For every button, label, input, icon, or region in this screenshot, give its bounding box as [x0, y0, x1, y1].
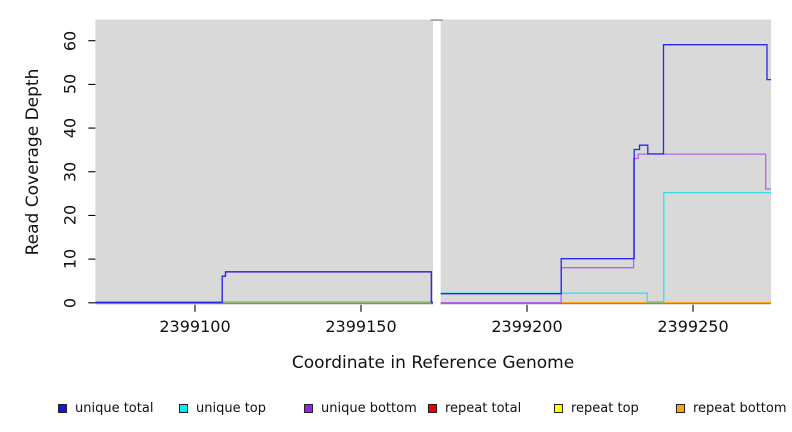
- y-tick-label: 50: [60, 74, 80, 95]
- plot-panel-left: [95, 19, 434, 305]
- legend-swatch-icon: [179, 403, 188, 413]
- x-tick-label: 2399100: [159, 317, 231, 336]
- legend-swatch-icon: [304, 403, 313, 413]
- legend-item-repeat-total: repeat total: [428, 399, 521, 417]
- x-tick-label: 2399200: [491, 317, 563, 336]
- plot-panel-right: [440, 19, 772, 305]
- series-line-unique-total: [95, 271, 433, 304]
- legend-item-repeat-bottom: repeat bottom: [676, 399, 787, 417]
- series-line-unique-total: [440, 44, 771, 295]
- legend-swatch-icon: [58, 403, 67, 413]
- legend-label: unique top: [196, 400, 267, 416]
- legend-item-repeat-top: repeat top: [554, 399, 639, 417]
- legend-item-unique-bottom: unique bottom: [304, 399, 417, 417]
- y-tick-label: 0: [60, 297, 80, 308]
- legend-item-unique-total: unique total: [58, 399, 153, 417]
- legend-label: repeat bottom: [693, 400, 787, 416]
- x-tick-label: 2399150: [325, 317, 397, 336]
- legend-item-unique-top: unique top: [179, 399, 266, 417]
- y-tick-label: 40: [60, 117, 80, 139]
- legend-swatch-icon: [428, 403, 437, 413]
- legend-label: repeat top: [571, 400, 639, 416]
- legend-swatch-icon: [676, 403, 685, 413]
- legend-label: unique bottom: [321, 400, 417, 416]
- legend-label: repeat total: [445, 400, 522, 416]
- x-axis-label: Coordinate in Reference Genome: [291, 353, 575, 373]
- legend-label: unique total: [75, 400, 154, 416]
- series-line-unique-top: [440, 191, 771, 303]
- legend-swatch-icon: [554, 403, 563, 413]
- panel-gap-cap: [430, 19, 443, 21]
- y-tick-label: 20: [60, 205, 80, 226]
- y-axis-label: Read Coverage Depth: [23, 68, 43, 256]
- y-tick-label: 10: [60, 248, 80, 270]
- x-tick-label: 2399250: [657, 317, 729, 336]
- y-tick-label: 30: [60, 161, 80, 182]
- y-tick-label: 60: [60, 30, 80, 51]
